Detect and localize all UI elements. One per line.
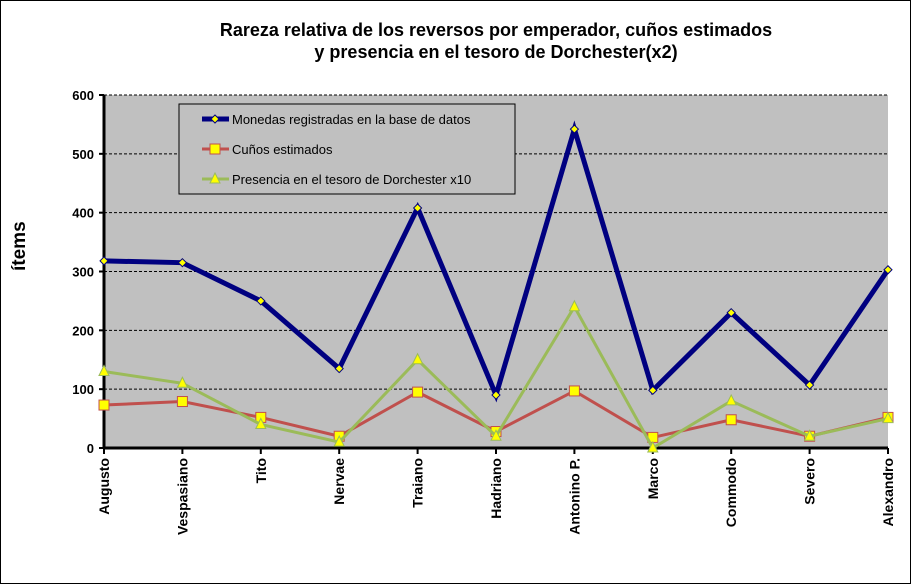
y-tick-label: 400 bbox=[72, 206, 94, 221]
legend-marker bbox=[209, 171, 221, 184]
legend-label: Presencia en el tesoro de Dorchester x10 bbox=[232, 172, 471, 187]
data-point bbox=[411, 352, 424, 365]
data-point bbox=[98, 399, 110, 411]
y-tick-label: 0 bbox=[87, 441, 94, 456]
legend: Monedas registradas en la base de datos C… bbox=[178, 103, 516, 195]
y-tick-label: 100 bbox=[72, 382, 94, 397]
y-tick-label: 200 bbox=[72, 323, 94, 338]
x-tick-label: Commodo bbox=[723, 458, 739, 527]
x-tick-label: Marco bbox=[645, 458, 661, 499]
x-tick-label: Augusto bbox=[96, 458, 112, 515]
legend-marker bbox=[209, 143, 221, 155]
data-point bbox=[725, 393, 738, 406]
y-tick-label: 300 bbox=[72, 265, 94, 280]
data-point bbox=[491, 390, 501, 400]
chart-title-line2: y presencia en el tesoro de Dorchester(x… bbox=[314, 42, 678, 62]
data-point bbox=[883, 265, 893, 275]
data-point bbox=[334, 363, 344, 374]
data-point bbox=[256, 296, 266, 306]
data-point bbox=[333, 434, 346, 447]
x-tick-label: Severo bbox=[802, 458, 818, 505]
legend-marker bbox=[210, 114, 220, 124]
x-tick-label: Vespasiano bbox=[174, 458, 190, 535]
x-tick-label: Nervae bbox=[331, 458, 347, 505]
legend-label: Cuños estimados bbox=[232, 142, 333, 157]
data-point bbox=[490, 429, 502, 441]
data-point bbox=[176, 396, 188, 408]
data-point bbox=[412, 386, 424, 398]
data-point bbox=[882, 411, 894, 424]
data-point bbox=[98, 364, 110, 377]
data-point bbox=[412, 203, 423, 213]
series-diamond bbox=[99, 120, 893, 403]
data-point bbox=[254, 417, 267, 429]
x-tick-label: Tito bbox=[253, 458, 269, 483]
data-point bbox=[176, 376, 189, 388]
legend-label: Monedas registradas en la base de datos bbox=[232, 112, 471, 127]
data-point bbox=[568, 299, 581, 312]
chart-title: Rareza relativa de los reversos por empe… bbox=[151, 19, 841, 63]
data-point bbox=[648, 385, 658, 396]
data-point bbox=[726, 307, 736, 318]
chart-title-line1: Rareza relativa de los reversos por empe… bbox=[219, 20, 773, 40]
x-tick-label: Hadriano bbox=[488, 458, 504, 519]
data-point bbox=[803, 429, 816, 441]
x-tick-label: Traiano bbox=[410, 458, 426, 508]
data-point bbox=[646, 440, 659, 453]
x-tick-label: Antonino P. bbox=[566, 458, 582, 535]
data-point bbox=[99, 256, 109, 266]
data-point bbox=[804, 380, 815, 390]
data-point bbox=[177, 257, 188, 268]
y-tick-label: 500 bbox=[72, 147, 94, 162]
legend-box bbox=[178, 103, 516, 195]
y-tick-label: 600 bbox=[72, 88, 94, 103]
data-point bbox=[568, 385, 580, 397]
data-point bbox=[569, 124, 580, 134]
data-point bbox=[725, 414, 737, 426]
series-triangle bbox=[98, 299, 894, 453]
x-tick-label: Alexandro bbox=[880, 458, 896, 526]
